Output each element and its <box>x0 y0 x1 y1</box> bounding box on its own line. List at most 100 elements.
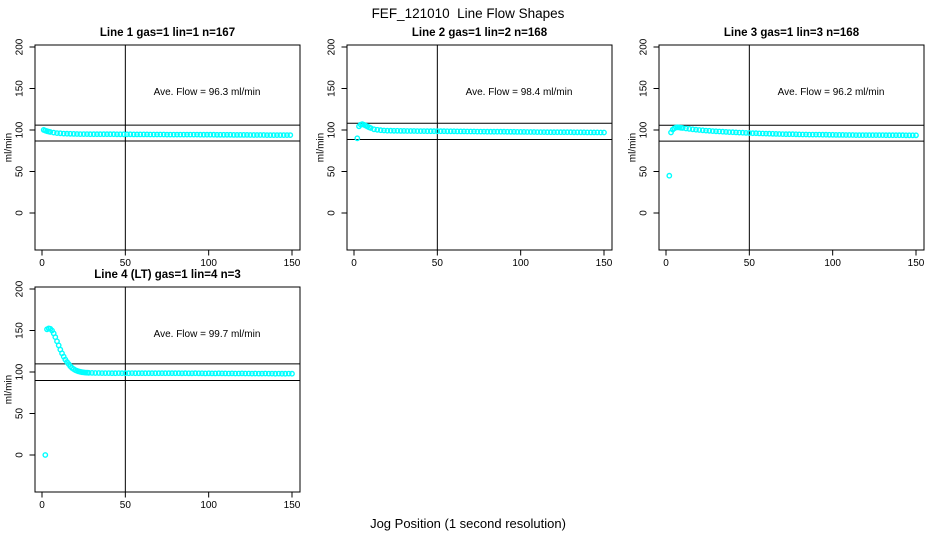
data-point <box>90 131 97 138</box>
x-tick-label: 100 <box>200 500 217 510</box>
data-point <box>833 132 839 138</box>
data-point <box>471 128 477 135</box>
data-point <box>404 128 411 134</box>
data-point <box>219 370 225 377</box>
data-point <box>57 130 64 137</box>
data-point <box>796 131 803 138</box>
plot-box <box>658 44 925 251</box>
data-point <box>180 131 187 138</box>
data-point <box>683 125 689 132</box>
data-point <box>417 128 424 135</box>
data-point <box>255 370 262 377</box>
data-point <box>257 132 264 138</box>
y-axis-label: ml/min <box>4 133 15 162</box>
data-point <box>763 130 769 137</box>
data-point <box>92 370 99 376</box>
y-tick-label: 200 <box>15 38 26 55</box>
data-point <box>197 131 204 138</box>
data-point <box>120 131 127 138</box>
y-tick-label: 50 <box>327 166 338 178</box>
data-point <box>693 126 699 133</box>
data-point <box>104 131 110 138</box>
subplot-line-2-canvas: 0 50 100 150 0 50 100 150 200 ml/min Line 2 gas=1 … <box>316 27 613 269</box>
data-points <box>354 121 607 142</box>
data-point <box>205 370 212 377</box>
data-point <box>869 132 876 139</box>
data-point <box>272 370 279 377</box>
data-point <box>554 129 561 136</box>
subplot-line-1-canvas: 0 50 100 150 0 50 100 150 200 ml/min Line 1 gas=1 … <box>4 27 301 269</box>
data-point <box>729 129 736 136</box>
data-point <box>97 131 104 138</box>
data-point <box>87 131 94 138</box>
data-point <box>793 131 799 138</box>
y-tick-label: 150 <box>327 80 338 97</box>
data-point <box>175 370 182 377</box>
y-tick-label: 150 <box>15 80 26 97</box>
data-point <box>89 370 95 376</box>
data-point <box>584 129 591 136</box>
data-point <box>217 131 224 138</box>
data-point <box>537 129 544 136</box>
data-point <box>230 132 237 138</box>
y-tick-label: 50 <box>15 166 26 178</box>
data-point <box>165 370 172 377</box>
data-point <box>706 127 713 134</box>
x-tick-label: 50 <box>120 500 132 510</box>
data-point <box>77 131 84 138</box>
subplot-title: Line 3 gas=1 lin=3 n=168 <box>724 27 860 39</box>
data-point <box>899 132 906 139</box>
data-point <box>245 370 252 377</box>
data-point <box>84 131 90 138</box>
y-tick-label: 200 <box>327 38 338 55</box>
data-point <box>130 131 137 138</box>
data-point <box>749 130 756 137</box>
data-point <box>140 131 147 138</box>
data-point <box>267 132 274 139</box>
y-tick-label: 100 <box>15 363 26 380</box>
x-tick-label: 50 <box>744 258 756 268</box>
data-point <box>147 131 154 138</box>
y-tick-label: 50 <box>639 166 650 178</box>
data-point <box>421 128 427 135</box>
x-tick-label: 150 <box>908 258 925 268</box>
data-point <box>374 126 381 133</box>
x-tick-label: 100 <box>512 258 529 268</box>
ave-flow-annotation: Ave. Flow = 99.7 ml/min <box>154 329 261 340</box>
data-point <box>856 132 863 139</box>
data-point <box>112 370 119 377</box>
data-point <box>733 129 739 136</box>
subplot-line-3: 0 50 100 150 0 50 100 150 200 ml/min Line 3 gas=1 … <box>624 18 936 269</box>
data-point <box>259 370 265 377</box>
y-tick-label: 200 <box>15 280 26 297</box>
data-point <box>220 131 227 138</box>
data-point <box>282 370 289 377</box>
data-point <box>80 131 87 138</box>
data-point <box>249 370 255 377</box>
data-point <box>444 128 451 135</box>
data-point <box>132 370 139 377</box>
data-point <box>277 132 284 139</box>
data-point <box>247 132 254 138</box>
x-tick-label: 150 <box>596 258 613 268</box>
data-point <box>250 132 257 138</box>
data-point <box>511 128 517 135</box>
data-point <box>481 128 487 135</box>
data-point <box>214 131 220 138</box>
data-point <box>391 127 397 134</box>
data-point <box>99 370 105 377</box>
data-point <box>547 129 554 136</box>
y-axis-label: ml/min <box>4 375 15 404</box>
data-point <box>759 130 766 137</box>
data-point <box>544 129 551 136</box>
data-point <box>571 129 577 136</box>
data-point <box>803 131 809 138</box>
y-tick-label: 0 <box>15 210 26 216</box>
data-point <box>713 128 719 135</box>
data-point <box>204 131 210 138</box>
subplot-title: Line 1 gas=1 lin=1 n=167 <box>100 27 235 39</box>
data-point <box>581 129 587 136</box>
data-point <box>679 125 686 131</box>
data-point <box>192 370 199 377</box>
data-point <box>212 370 219 377</box>
